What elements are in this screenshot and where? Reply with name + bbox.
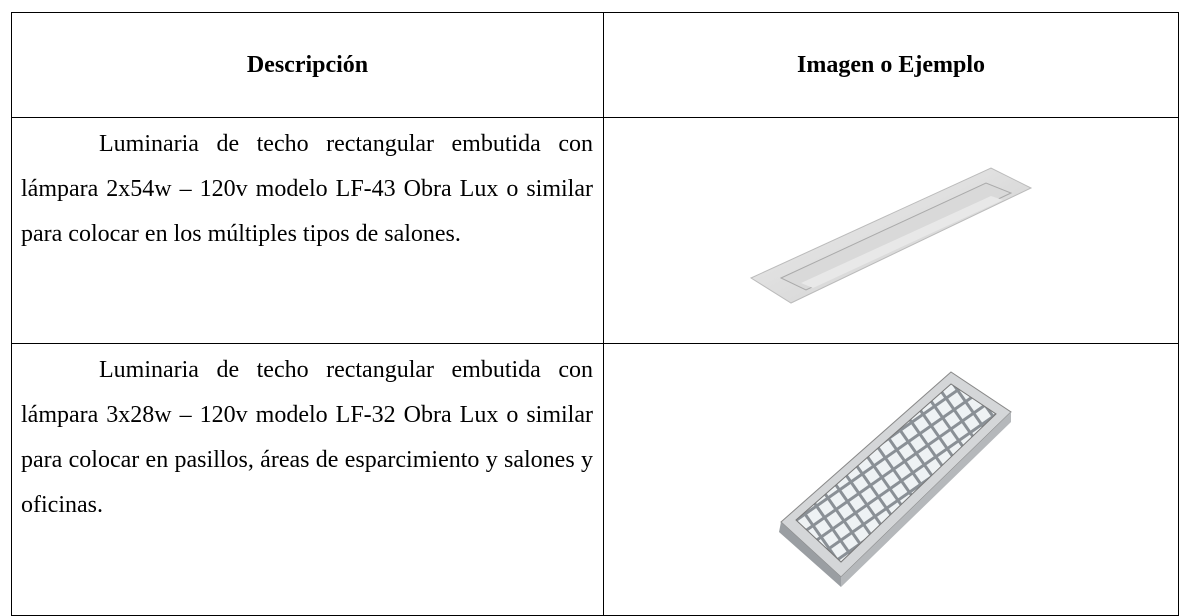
luminaire-image [779, 371, 1012, 587]
image-cell [603, 343, 1179, 616]
header-row: Descripción Imagen o Ejemplo [11, 12, 1179, 118]
image-cell [603, 117, 1179, 344]
description: Luminaria de techo rectangular embutida … [11, 343, 604, 616]
row: Luminaria de techo rectangular embutida … [11, 343, 1179, 616]
luminaire-image [749, 167, 1033, 304]
header-cell: Descripción [11, 12, 604, 118]
row: Luminaria de techo rectangular embutida … [11, 117, 1179, 344]
description: Luminaria de techo rectangular embutida … [11, 117, 604, 344]
table: Descripción Imagen o Ejemplo Luminaria d… [11, 12, 1179, 616]
header-cell: Imagen o Ejemplo [603, 12, 1179, 118]
